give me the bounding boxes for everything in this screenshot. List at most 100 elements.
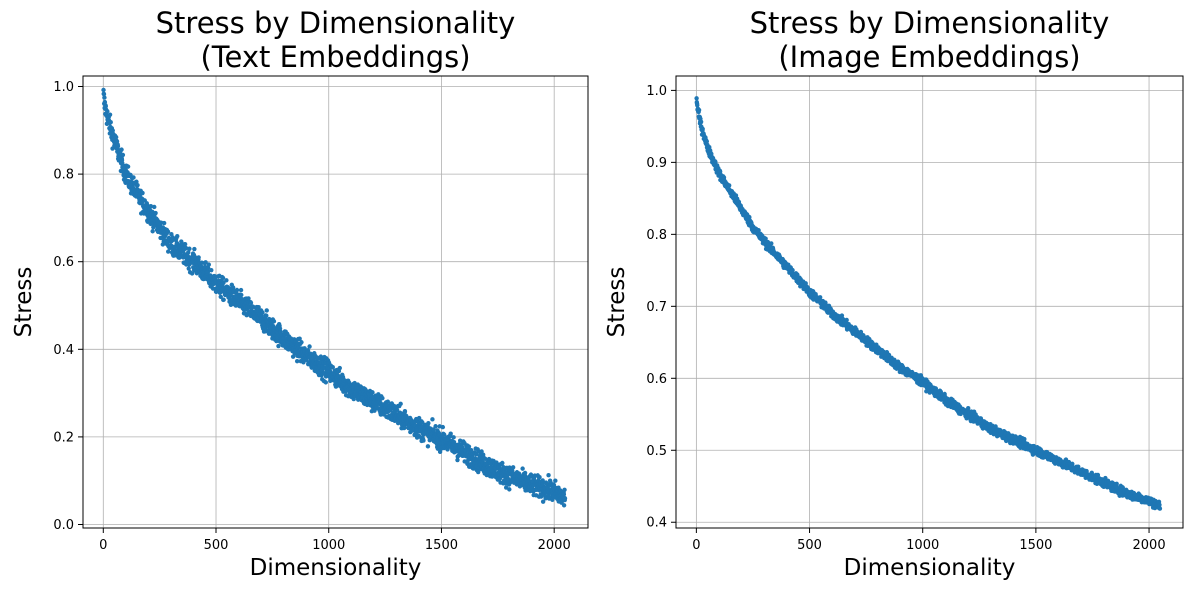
image-point	[1114, 481, 1119, 487]
text-point	[307, 344, 312, 349]
text-point	[125, 164, 131, 169]
image-point	[698, 119, 704, 124]
text-point	[166, 249, 171, 254]
image-point	[721, 175, 727, 180]
image-point	[695, 103, 700, 108]
text-point	[305, 348, 311, 353]
text-point	[330, 365, 335, 370]
text-xtick-label: 2000	[538, 538, 571, 553]
text-point	[562, 487, 567, 493]
text-point	[189, 271, 195, 276]
text-point	[260, 310, 265, 315]
text-point	[192, 246, 197, 252]
text-point	[416, 415, 422, 421]
text-ytick-label: 0.2	[53, 430, 74, 445]
image-ytick-label: 0.6	[646, 372, 667, 387]
text-point	[165, 229, 171, 234]
text-point	[102, 95, 107, 100]
text-ytick-label: 0.0	[53, 518, 74, 533]
text-point	[196, 255, 201, 260]
text-point	[187, 246, 192, 251]
text-point	[455, 457, 460, 463]
image-chart-title-line-1: Stress by Dimensionality	[750, 6, 1110, 40]
text-point	[433, 424, 438, 429]
text-ytick-label: 0.4	[53, 343, 74, 358]
text-point	[152, 204, 157, 210]
text-point	[448, 431, 453, 436]
text-point	[317, 360, 323, 365]
text-point	[134, 179, 139, 184]
text-point	[426, 420, 431, 426]
text-point	[297, 336, 302, 341]
text-point	[135, 182, 140, 188]
text-point	[431, 427, 436, 432]
text-point	[218, 294, 223, 299]
text-point	[430, 417, 435, 422]
text-point	[119, 147, 124, 152]
text-point	[264, 308, 269, 313]
image-axes-frame	[675, 75, 1184, 529]
text-point	[183, 245, 189, 251]
text-point	[209, 267, 214, 273]
text-point	[550, 497, 555, 502]
text-point	[510, 465, 516, 470]
text-point	[451, 435, 456, 440]
image-point	[844, 317, 849, 323]
image-point	[839, 313, 845, 318]
text-point	[562, 496, 568, 501]
text-point	[271, 319, 277, 324]
text-chart-title-line-1: Stress by Dimensionality	[156, 6, 516, 40]
text-point	[479, 449, 484, 454]
text-point	[115, 143, 121, 149]
text-point	[522, 470, 528, 476]
text-point	[105, 109, 110, 114]
text-point	[220, 275, 226, 281]
text-point	[537, 474, 542, 480]
image-ytick-label: 0.8	[646, 228, 667, 243]
text-point	[385, 399, 390, 404]
text-point	[205, 265, 211, 271]
text-point	[182, 242, 188, 247]
text-point	[203, 260, 208, 265]
text-point	[425, 444, 431, 449]
image-point	[704, 139, 709, 144]
text-point	[507, 465, 512, 470]
image-ytick-label: 0.7	[646, 300, 667, 315]
text-point	[205, 269, 211, 274]
image-point	[1157, 506, 1163, 511]
text-point	[230, 285, 236, 290]
text-point	[299, 340, 304, 345]
text-point	[483, 456, 488, 462]
text-point	[380, 395, 385, 401]
text-xtick-label: 1500	[425, 538, 458, 553]
text-point	[238, 287, 244, 293]
text-ytick-label: 1.0	[53, 80, 74, 95]
text-point	[140, 190, 145, 196]
text-point	[107, 112, 113, 117]
image-point	[966, 406, 971, 411]
text-chart-title-line-2: (Text Embeddings)	[200, 40, 470, 74]
image-ytick-label: 0.4	[646, 516, 667, 531]
text-point	[337, 365, 342, 371]
text-embeddings-panel: 0 500 1000 1500 2000 0.0 0.2 0.4 0.6 0.8 1.0 Stress…	[11, 6, 589, 581]
text-point	[179, 239, 184, 244]
text-point	[546, 473, 551, 478]
text-point	[264, 313, 269, 318]
text-point	[206, 262, 211, 267]
image-point	[700, 126, 705, 132]
text-axes-frame	[82, 75, 589, 529]
image-ytick-label: 0.9	[646, 156, 667, 171]
text-point	[101, 87, 106, 93]
image-xtick-label: 2000	[1133, 538, 1166, 553]
image-point	[790, 267, 795, 273]
text-point	[175, 233, 180, 239]
image-point	[694, 96, 699, 101]
text-point	[276, 343, 281, 349]
text-point	[469, 447, 474, 453]
text-ytick-label: 0.8	[53, 168, 74, 183]
text-ytick-label: 0.6	[53, 255, 74, 270]
image-point	[709, 151, 714, 156]
text-point	[131, 175, 136, 180]
text-point	[186, 266, 191, 271]
image-point	[763, 236, 768, 241]
